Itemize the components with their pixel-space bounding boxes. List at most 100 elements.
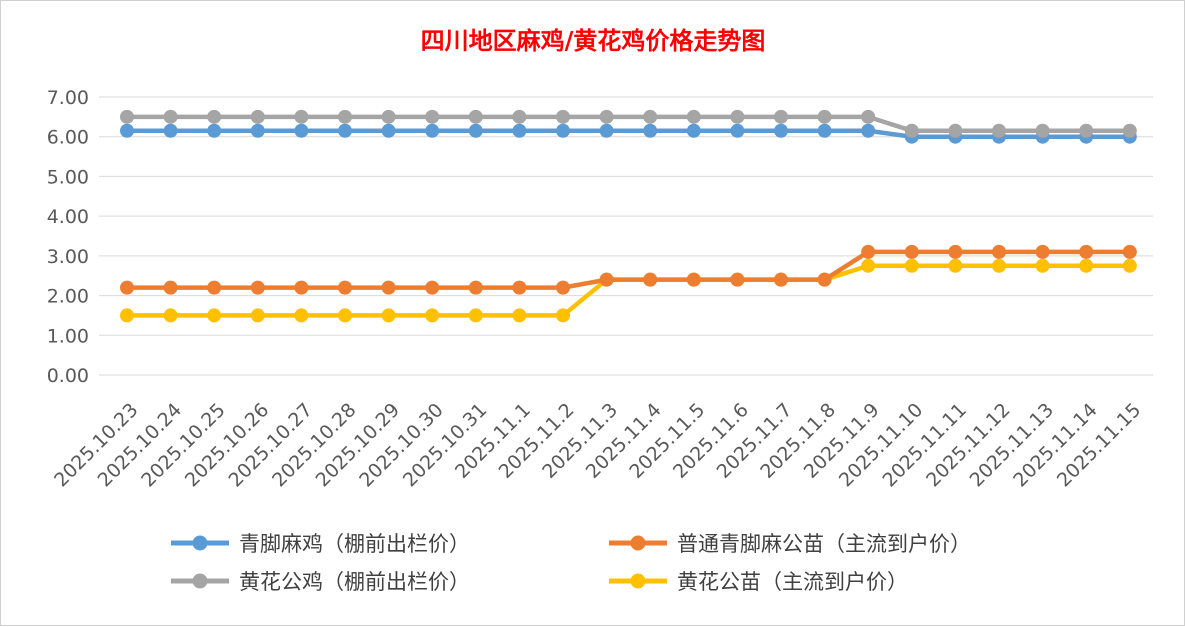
data-point: [250, 280, 265, 295]
data-point: [425, 308, 440, 323]
data-point: [643, 123, 658, 138]
data-point: [556, 109, 570, 124]
data-point: [207, 280, 222, 295]
data-point: [730, 123, 745, 138]
data-point: [250, 123, 265, 138]
data-point: [120, 109, 134, 124]
data-point: [861, 109, 876, 124]
data-point: [338, 109, 352, 124]
data-point: [817, 272, 832, 287]
data-point: [817, 109, 832, 124]
data-point: [861, 244, 876, 259]
series-line: [127, 128, 1130, 139]
data-point: [120, 280, 134, 295]
data-point: [381, 280, 396, 295]
series-line: [127, 114, 1130, 134]
data-point: [163, 123, 178, 138]
data-point: [1122, 123, 1137, 138]
legend-label: 黄花公苗（主流到户价）: [677, 570, 908, 594]
legend-marker: [192, 535, 208, 551]
data-point: [774, 272, 788, 287]
data-point: [425, 280, 440, 295]
chart-title: 四川地区麻鸡/黄花鸡价格走势图: [421, 26, 766, 55]
data-point: [207, 123, 222, 138]
data-point: [468, 123, 483, 138]
legend-label: 青脚麻鸡（棚前出栏价）: [239, 532, 470, 556]
data-point: [381, 308, 396, 323]
data-point: [294, 280, 309, 295]
data-point: [817, 123, 832, 138]
data-point: [948, 258, 963, 273]
legend-item: 普通青脚麻公苗（主流到户价）: [609, 532, 971, 556]
data-point: [599, 109, 614, 124]
data-point: [425, 123, 440, 138]
data-point: [774, 123, 788, 138]
y-tick-label: 2.00: [47, 286, 89, 308]
y-tick-label: 4.00: [47, 206, 89, 228]
data-point: [992, 123, 1006, 138]
y-tick-label: 1.00: [47, 325, 89, 347]
data-point: [1079, 258, 1094, 273]
data-point: [294, 308, 309, 323]
series-3: [120, 258, 1137, 323]
data-point: [556, 123, 570, 138]
data-point: [686, 123, 701, 138]
data-point: [512, 123, 527, 138]
data-point: [1035, 258, 1050, 273]
data-point: [338, 280, 352, 295]
data-point: [730, 109, 745, 124]
data-point: [1035, 123, 1050, 138]
y-axis-ticks: 0.00 1.00 2.00 3.00 4.00 5.00 6.00 7.00: [47, 87, 89, 387]
data-point: [904, 258, 919, 273]
legend-label: 黄花公鸡（棚前出栏价）: [239, 570, 470, 594]
series-1: [120, 244, 1137, 295]
series-line: [127, 249, 1130, 290]
data-point: [163, 308, 178, 323]
y-tick-label: 0.00: [47, 365, 89, 387]
data-point: [730, 272, 745, 287]
data-point: [512, 109, 527, 124]
series-2: [120, 109, 1137, 138]
data-point: [163, 280, 178, 295]
data-point: [861, 123, 876, 138]
legend-marker: [192, 573, 208, 589]
data-point: [468, 280, 483, 295]
data-point: [381, 123, 396, 138]
data-point: [512, 308, 527, 323]
data-point: [207, 109, 222, 124]
data-point: [599, 123, 614, 138]
data-point: [1035, 244, 1050, 259]
y-tick-label: 6.00: [47, 127, 89, 149]
series-0: [120, 123, 1137, 144]
legend-item: 黄花公苗（主流到户价）: [609, 570, 908, 594]
data-point: [381, 109, 396, 124]
data-point: [992, 244, 1006, 259]
y-tick-label: 3.00: [47, 246, 89, 268]
data-point: [468, 308, 483, 323]
legend-item: 黄花公鸡（棚前出栏价）: [171, 570, 470, 594]
data-point: [1079, 244, 1094, 259]
data-point: [904, 123, 919, 138]
data-point: [948, 244, 963, 259]
data-point: [556, 308, 570, 323]
data-point: [643, 109, 658, 124]
legend-marker: [630, 535, 646, 551]
data-point: [120, 123, 134, 138]
data-point: [512, 280, 527, 295]
data-point: [1122, 258, 1137, 273]
data-point: [1122, 244, 1137, 259]
data-point: [992, 258, 1006, 273]
gridlines: [99, 96, 1153, 376]
data-point: [120, 308, 134, 323]
data-point: [250, 308, 265, 323]
legend-item: 青脚麻鸡（棚前出栏价）: [171, 532, 470, 556]
legend-marker: [630, 573, 646, 589]
series-lines: [120, 109, 1137, 323]
legend-label: 普通青脚麻公苗（主流到户价）: [677, 532, 971, 556]
data-point: [556, 280, 570, 295]
data-point: [207, 308, 222, 323]
data-point: [643, 272, 658, 287]
data-point: [250, 109, 265, 124]
y-tick-label: 7.00: [47, 87, 89, 109]
